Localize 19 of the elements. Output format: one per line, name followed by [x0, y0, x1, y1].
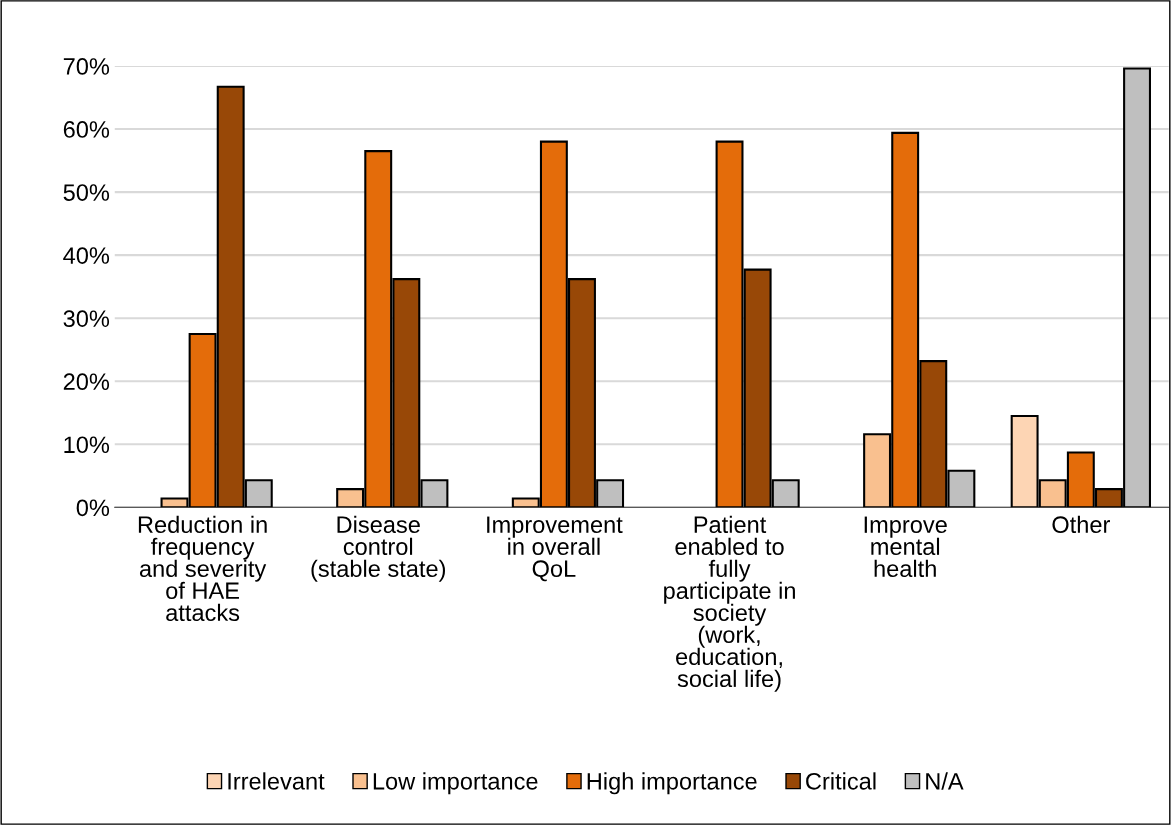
x-tick-label: Other	[1052, 515, 1110, 534]
legend-label: N/A	[926, 772, 964, 790]
y-tick-label: 40%	[63, 247, 110, 264]
y-tick-label: 20%	[63, 373, 110, 391]
x-tick-label: Improvement in overall QoL	[487, 516, 623, 582]
y-tick-label: 10%	[64, 436, 110, 454]
x-tick-label: Disease control (stable state)	[311, 515, 446, 582]
legend-label: Irrelevant	[228, 772, 325, 790]
legend-label: Critical	[806, 772, 876, 790]
legend-label: Low importance	[373, 772, 538, 795]
y-tick-label: 30%	[63, 310, 110, 327]
legend-label: High importance	[587, 772, 757, 795]
y-tick-label: 50%	[63, 184, 110, 201]
y-tick-label: 70%	[63, 58, 110, 75]
x-tick-label: Reduction in frequency and severity of HAE attacks	[138, 515, 267, 622]
y-tick-label: 0%	[76, 499, 110, 517]
x-tick-label: Patient enabled to fully participate in society (work, education, social life)	[664, 515, 795, 692]
y-tick-label: 60%	[63, 121, 110, 138]
x-tick-label: Improve mental health	[864, 516, 947, 578]
